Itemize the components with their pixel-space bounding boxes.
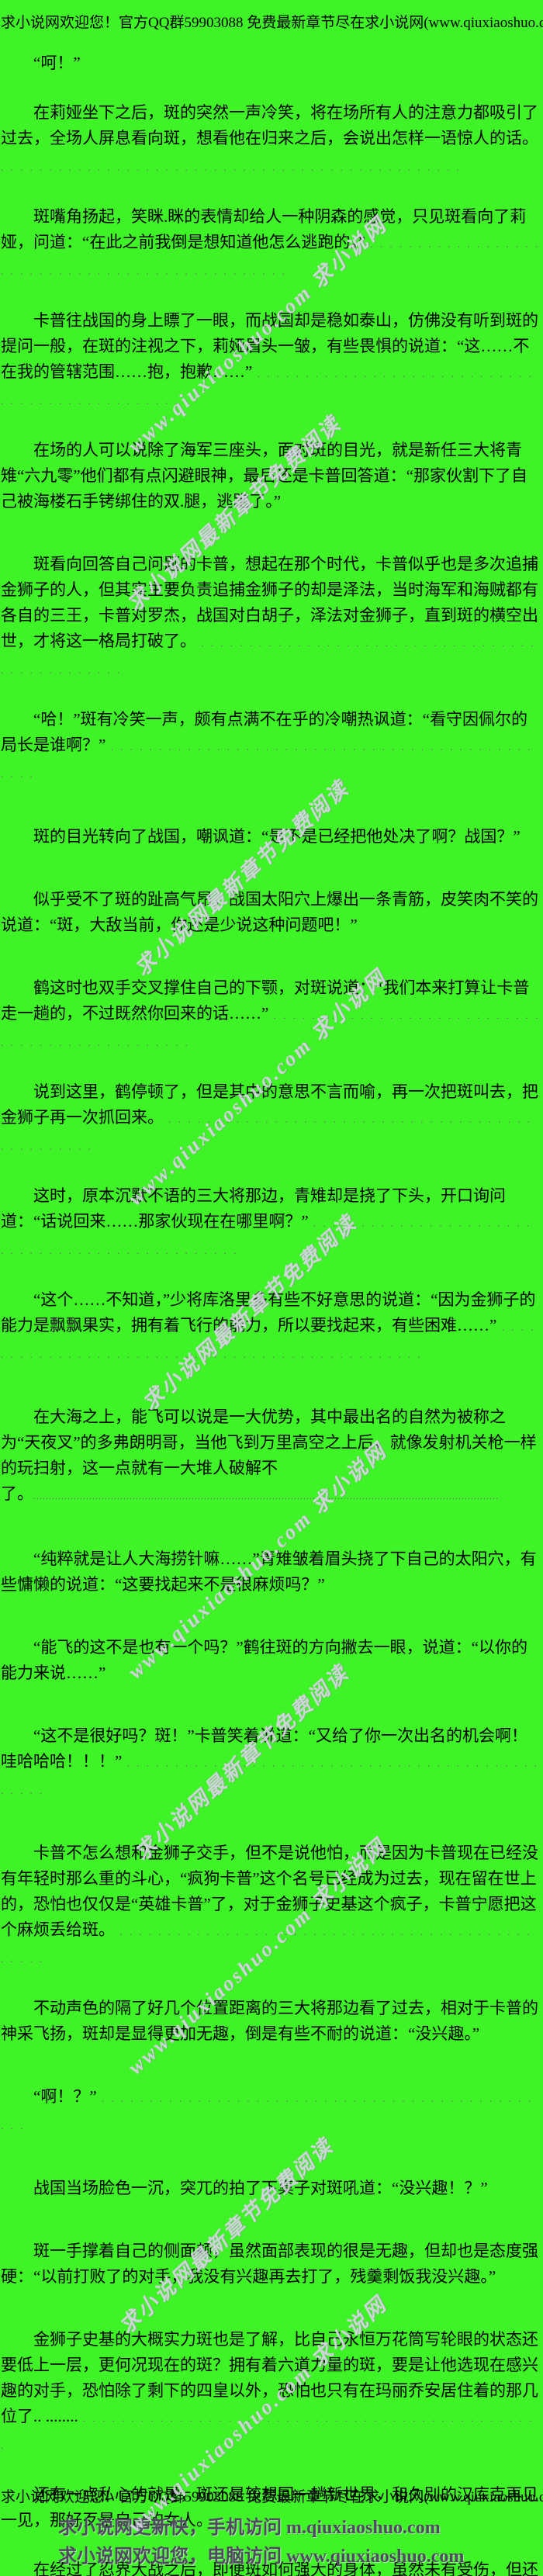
footer-mobile-link-text: 求小说网更新快，手机访问 m.qiuxiaoshuo.com [58, 2518, 441, 2538]
paragraph: 在大海之上，能飞可以说是一大优势，其中最出名的自然为被称之为“天夜叉”的多弗朗明… [1, 1404, 541, 1509]
paragraph: “这个……不知道，”少将库洛里多有些不好意思的说道：“因为金狮子的能力是飘飘果实… [1, 1287, 541, 1367]
paragraph: 斑一手撑着自己的侧面颊，虽然面部表现的很是无趣，但却也是态度强硬：“以前打败了的… [1, 2242, 538, 2286]
header-site-notice: 求小说网欢迎您！官方QQ群59903088 免费最新章节尽在求小说网(www.q… [1, 15, 543, 31]
footer-site-notice: 求小说网欢迎您！官方QQ群59903088 免费最新章节尽在求小说网(www.q… [1, 2489, 543, 2505]
paragraph: 这时，原本沉默不语的三大将那边，青雉却是挠了下头，开口询问道：“话说回来……那家… [1, 1183, 541, 1263]
paragraph: 斑嘴角扬起，笑眯.眯的表情却给人一种阴森的感觉，只见斑看向了莉娅，问道：“在此之… [1, 204, 541, 284]
paragraph: “能飞的这不是也有一个吗？”鹤往斑的方向撇去一眼，说道：“以你的能力来说……” [1, 1638, 527, 1682]
paragraph: 在莉娅坐下之后，斑的突然一声冷笑，将在场所有人的注意力都吸引了过去，全场人屏息看… [1, 100, 541, 180]
paragraph: 不动声色的隔了好几个位置距离的三大将那边看了过去，相对于卡普的神采飞扬，斑却是显… [1, 1999, 538, 2043]
paragraph: “啊！？” [1, 2084, 541, 2138]
paragraph: “纯粹就是让人大海捞针嘛……”青雉皱着眉头挠了下自己的太阳穴，有些慵懒的说道：“… [1, 1549, 537, 1594]
page-footer: 求小说网欢迎您！官方QQ群59903088 免费最新章节尽在求小说网(www.q… [0, 2488, 543, 2571]
paragraph: 卡普不怎么想和金狮子交手，但不是说他怕，而是因为卡普现在已经没有年轻时那么重的斗… [1, 1840, 541, 1972]
paragraph: 似乎受不了斑的趾高气昂，战国太阳穴上爆出一条青筋，皮笑肉不笑的说道：“斑，大敌当… [1, 890, 538, 934]
paragraph: 还有一点私心的就是，斑还是较想回一趟新世界，和久别的汉库克再见一见，那好歹是自己… [1, 2485, 538, 2529]
novel-content: “呵！” 在莉娅坐下之后，斑的突然一声冷笑，将在场所有人的注意力都吸引了过去，全场… [0, 33, 543, 2576]
footer-pc-link-text: 求小说网欢迎您，电脑访问 www.qiuxiaoshuo.com [58, 2547, 465, 2567]
paragraph: 在场的人可以说除了海军三座头，面对斑的目光，就是新任三大将青雉“六九零”他们都有… [1, 441, 527, 511]
paragraph: 在经过了忍界大战之后，即便斑如何强大的身体，虽然未有受伤，但还是难得的感到了一丝… [33, 2560, 538, 2576]
paragraph: “这不是很好吗？斑！”卡普笑着说道：“又给了你一次出名的机会啊！哇哈哈哈！！！” [1, 1723, 541, 1803]
paragraph: 鹤这时也双手交叉撑住自己的下颚，对斑说道：“我们本来打算让卡普走一趟的，不过既然… [1, 975, 541, 1055]
paragraph: 斑的目光转向了战国，嘲讽道：“是不是已经把他处决了啊？战国？” [33, 827, 521, 846]
paragraph: 战国当场脸色一沉，突兀的拍了下桌子对斑吼道：“没兴趣！？” [33, 2179, 488, 2197]
paragraph: 金狮子史基的大概实力斑也是了解，比自己永恒万花筒写轮眼的状态还要低上一层，更何况… [1, 2327, 541, 2458]
paragraph: “呵！” [33, 54, 81, 72]
paragraph: 斑看向回答自己问题的卡普，想起在那个时代，卡普似乎也是多次追捕金狮子的人，但其实… [1, 552, 541, 683]
paragraph: “哈！”斑有冷笑一声，颇有点满不在乎的冷嘲热讽道：“看守因佩尔的局长是谁啊？” [1, 707, 541, 787]
paragraph: 卡普往战国的身上瞟了一眼，而战国却是稳如泰山，仿佛没有听到斑的提问一般，在斑的注… [1, 308, 541, 414]
paragraph: 说到这里，鹤停顿了，但是其中的意思不言而喻，再一次把斑叫去，把金狮子再一次抓回来… [1, 1079, 541, 1159]
